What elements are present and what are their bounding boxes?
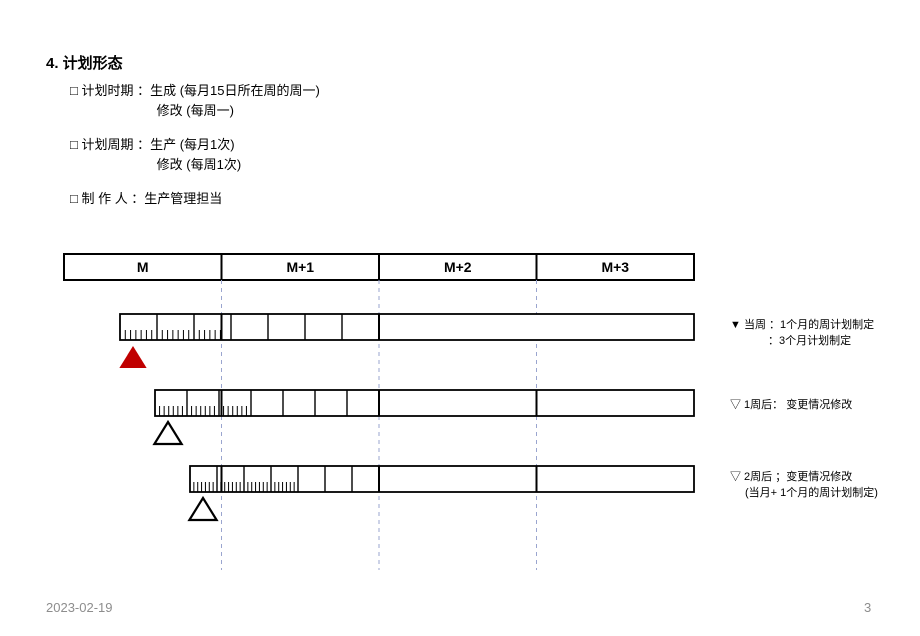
marker-future <box>154 422 181 444</box>
marker-current <box>119 346 146 368</box>
footer-date: 2023-02-19 <box>46 600 113 615</box>
row-frame <box>120 314 694 340</box>
header-label: M+1 <box>286 259 314 275</box>
row-note: ▽ 1周后： 变更情况修改 <box>730 396 852 412</box>
row-frame <box>155 390 694 416</box>
header-label: M+3 <box>601 259 629 275</box>
row-note: (当月+ 1个月的周计划制定) <box>745 484 878 500</box>
row-note: ▽ 2周后 ；变更情况修改 <box>730 468 852 484</box>
header-label: M <box>137 259 149 275</box>
header-label: M+2 <box>444 259 472 275</box>
row-note: ：3个月计划制定 <box>768 332 851 348</box>
slide: 4. 计划形态 □ 计划时期 ：生成 (每月15日所在周的周一) 修改 (每周一… <box>0 0 920 636</box>
footer-page-number: 3 <box>864 600 871 615</box>
marker-future <box>189 498 216 520</box>
row-note: ▼ 当周 ：1个月的周计划制定 <box>730 316 874 332</box>
row-frame <box>190 466 694 492</box>
